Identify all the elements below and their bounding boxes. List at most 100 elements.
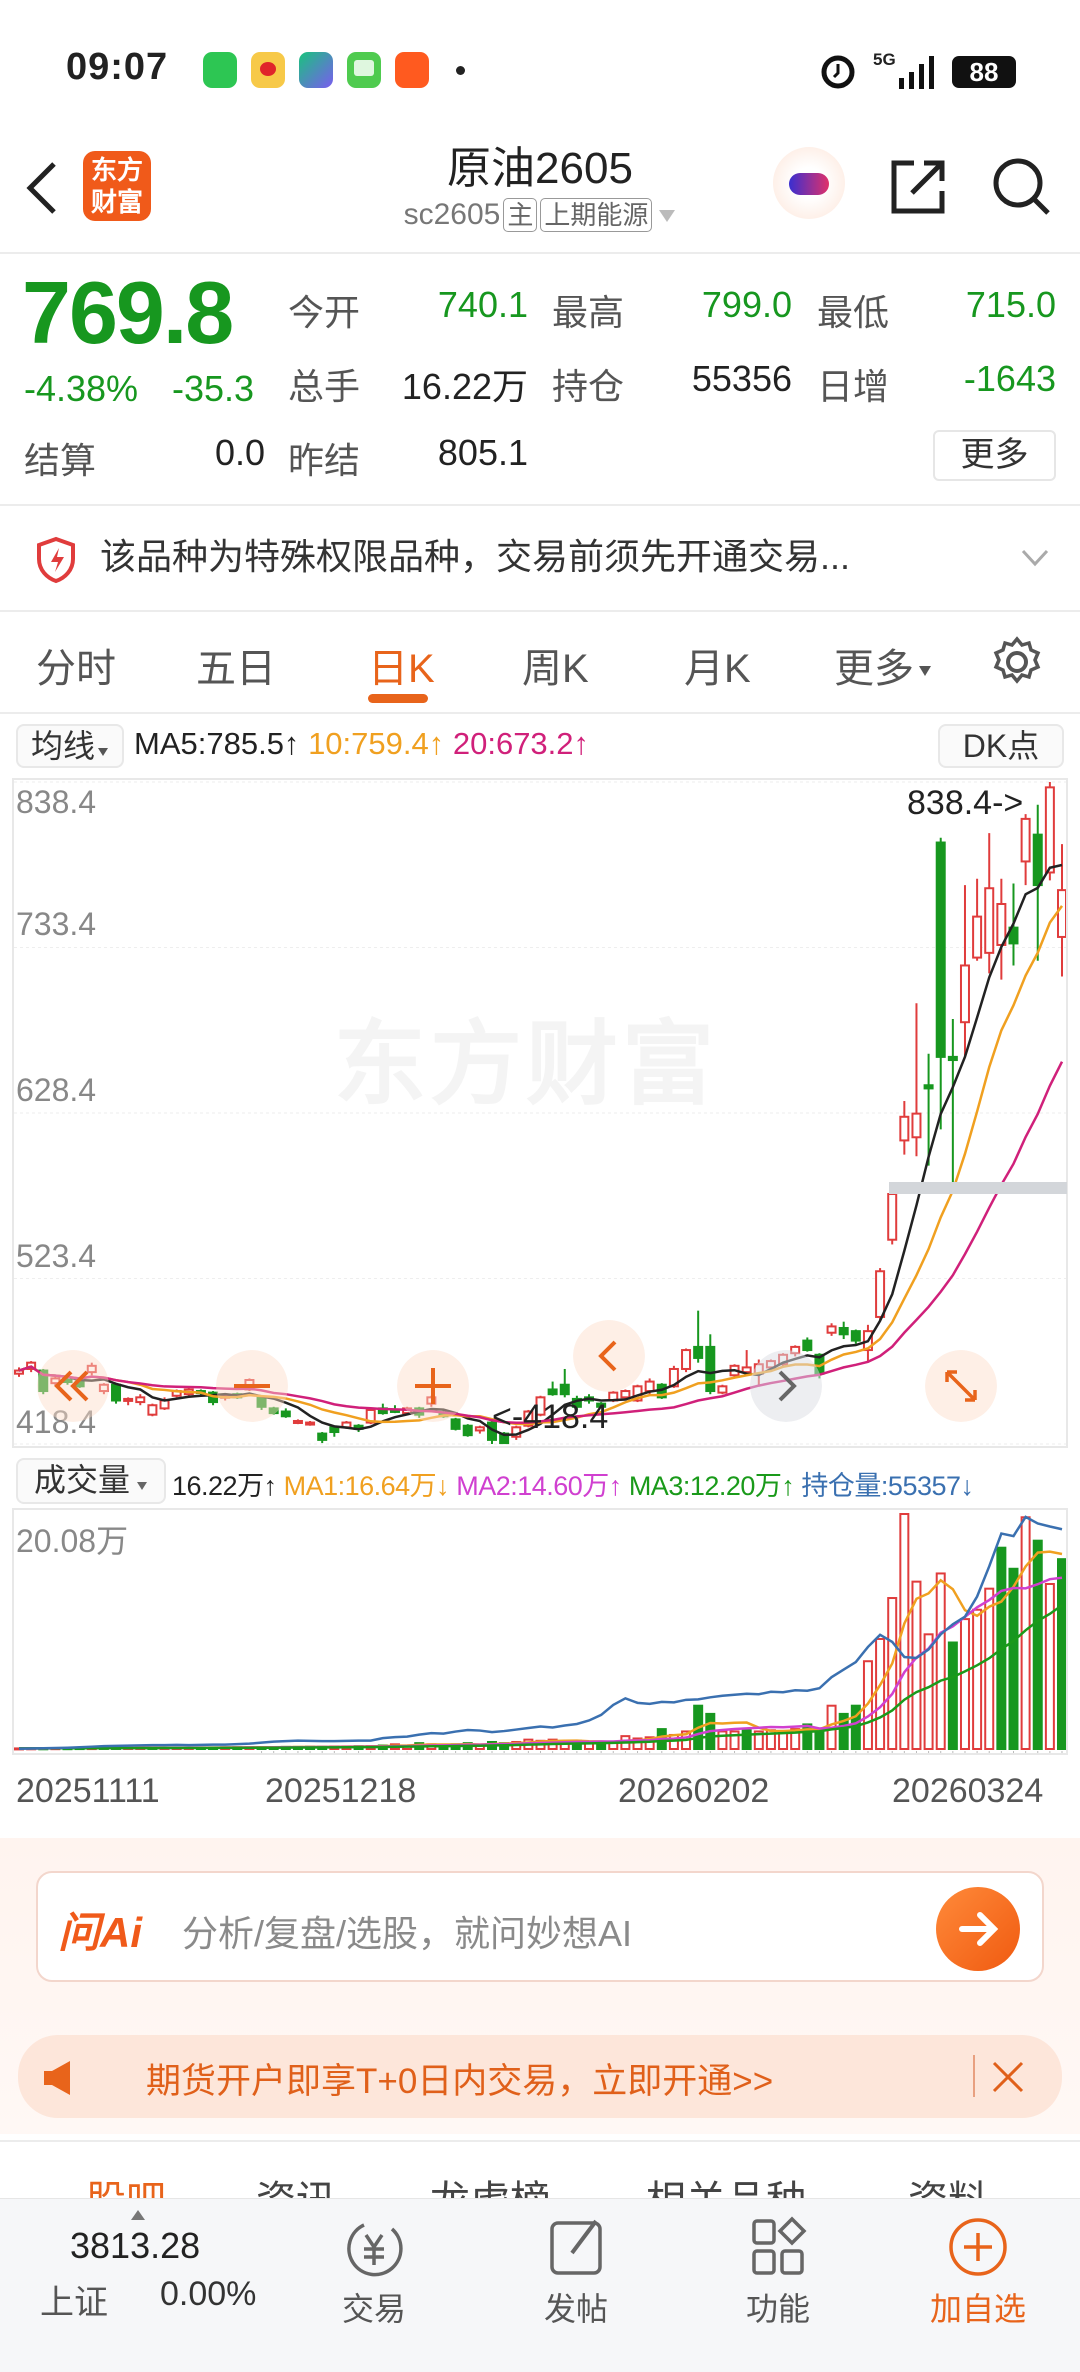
candle-body: [899, 1115, 910, 1142]
back-icon[interactable]: [22, 160, 62, 216]
scroll-right-icon[interactable]: [750, 1350, 822, 1422]
zoom-in-icon[interactable]: [397, 1350, 469, 1422]
tab-intraday[interactable]: 分时: [36, 647, 116, 691]
candle-body: [875, 1270, 886, 1318]
open-label: 今开: [288, 292, 361, 333]
volume-value: 16.22万↑: [172, 1471, 277, 1501]
candle-body: [923, 1084, 934, 1090]
x-tick-label: 20251218: [265, 1772, 417, 1810]
subtab-news[interactable]: 资讯: [256, 2168, 336, 2198]
prev-settle-label: 昨结: [288, 440, 361, 481]
search-icon[interactable]: [990, 155, 1052, 217]
volume-bar: [935, 1572, 946, 1750]
ma5-line: [18, 863, 1063, 1437]
tab-five-day[interactable]: 五日: [196, 647, 276, 691]
candle: [268, 1406, 279, 1415]
divider: [973, 2055, 975, 2097]
share-icon[interactable]: [888, 157, 948, 217]
x-tick-label: 20251111: [16, 1772, 160, 1810]
volume-bar: [875, 1637, 886, 1750]
battery-indicator: 88: [952, 56, 1016, 88]
subtab-related[interactable]: 相关品种: [646, 2168, 806, 2198]
candle: [86, 1362, 97, 1376]
more-quote-button[interactable]: 更多: [933, 430, 1056, 481]
candle: [135, 1394, 146, 1406]
logo-text: 财富: [90, 187, 143, 217]
candle-body: [620, 1390, 631, 1399]
candle-body: [523, 1410, 534, 1427]
close-icon[interactable]: [990, 2059, 1026, 2095]
subtab-forum[interactable]: 股吧: [86, 2168, 166, 2198]
candle-body: [111, 1383, 122, 1402]
candle: [111, 1383, 122, 1404]
tab-more[interactable]: 更多: [834, 636, 932, 694]
candle-body: [693, 1345, 704, 1359]
indicator-selector[interactable]: 均线: [16, 724, 124, 768]
candle: [474, 1425, 485, 1434]
zoom-out-icon[interactable]: [216, 1350, 288, 1422]
candle-body: [984, 887, 995, 954]
nav-trade[interactable]: 交易: [304, 2215, 444, 2330]
dk-point-button[interactable]: DK点: [938, 724, 1064, 768]
volume-chart[interactable]: 20.08万: [12, 1508, 1068, 1755]
volume-bar: [644, 1736, 655, 1751]
candle-body: [1057, 889, 1066, 938]
ma5-value: MA5:785.5↑: [134, 726, 300, 761]
nav-functions[interactable]: 功能: [708, 2215, 848, 2330]
arrow-right-icon: [959, 1912, 999, 1946]
position-value: 55356: [691, 358, 792, 399]
volume-indicator-selector[interactable]: 成交量: [16, 1458, 166, 1504]
scroll-left-fast-icon[interactable]: [37, 1350, 109, 1422]
candle-body: [268, 1407, 279, 1415]
tab-daily-k[interactable]: 日K: [368, 647, 435, 691]
candle-body: [147, 1404, 158, 1416]
candle-body: [1008, 926, 1019, 945]
volume-plot: [14, 1513, 1066, 1753]
index-value[interactable]: 3813.28: [70, 2225, 201, 2266]
nav-post[interactable]: 发帖: [506, 2215, 646, 2330]
contract-subtitle[interactable]: sc2605 主上期能源: [0, 198, 1080, 232]
candle: [972, 878, 983, 961]
candle-body: [98, 1383, 109, 1393]
ai-assistant-avatar[interactable]: [773, 147, 845, 219]
vol-ma3-value: MA3:12.20万↑: [628, 1471, 795, 1501]
volume-bar: [972, 1608, 983, 1750]
permission-notice[interactable]: 该品种为特殊权限品种，交易前须先开通交易...: [0, 506, 1080, 610]
nav-add-watchlist[interactable]: 加自选: [908, 2215, 1048, 2330]
candle: [1020, 814, 1031, 886]
index-name: 上证: [40, 2284, 108, 2322]
promo-banner[interactable]: 期货开户即享T+0日内交易，立即开通>>: [18, 2035, 1062, 2118]
chevron-down-icon[interactable]: [1020, 548, 1050, 568]
volume-selector-label: 成交量: [33, 1462, 130, 1498]
scroll-left-icon[interactable]: [573, 1320, 645, 1392]
candle: [123, 1397, 134, 1406]
ai-send-button[interactable]: [936, 1887, 1020, 1971]
kline-chart[interactable]: 东方财富 838.4 733.4 628.4 523.4 418.4 838.4…: [12, 778, 1068, 1448]
kuaishou-icon: [395, 52, 429, 88]
y-tick-label: 733.4: [16, 906, 97, 942]
volume-bar: [1008, 1567, 1019, 1750]
last-price: 769.8: [22, 263, 234, 362]
notice-text: 该品种为特殊权限品种，交易前须先开通交易...: [100, 536, 851, 577]
megaphone-icon: [44, 2061, 70, 2095]
subtab-profile[interactable]: 资料: [908, 2168, 988, 2198]
tab-weekly-k[interactable]: 周K: [522, 647, 589, 691]
subtab-dragon-tiger[interactable]: 龙虎榜: [430, 2168, 550, 2198]
candle: [984, 833, 995, 974]
candle-body: [135, 1396, 146, 1404]
volume-bar: [717, 1730, 728, 1751]
tab-more-label: 更多: [834, 647, 914, 691]
candle-body: [717, 1385, 728, 1394]
ma20-value: 20:673.2↑: [452, 726, 590, 761]
volume-bar: [802, 1723, 813, 1751]
ai-search-input[interactable]: 问Ai 分析/复盘/选股，就问妙想AI: [36, 1871, 1044, 1982]
candle-body: [705, 1345, 716, 1393]
tab-monthly-k[interactable]: 月K: [684, 647, 751, 691]
settings-gear-icon[interactable]: [990, 635, 1044, 689]
candle-body: [1032, 833, 1043, 887]
fullscreen-icon[interactable]: [925, 1350, 997, 1422]
candle: [14, 1367, 24, 1377]
volume-bar: [790, 1728, 801, 1751]
candle: [935, 837, 946, 1130]
volume-legend: 16.22万↑ MA1:16.64万↓ MA2:14.60万↑ MA3:12.2…: [172, 1464, 974, 1503]
